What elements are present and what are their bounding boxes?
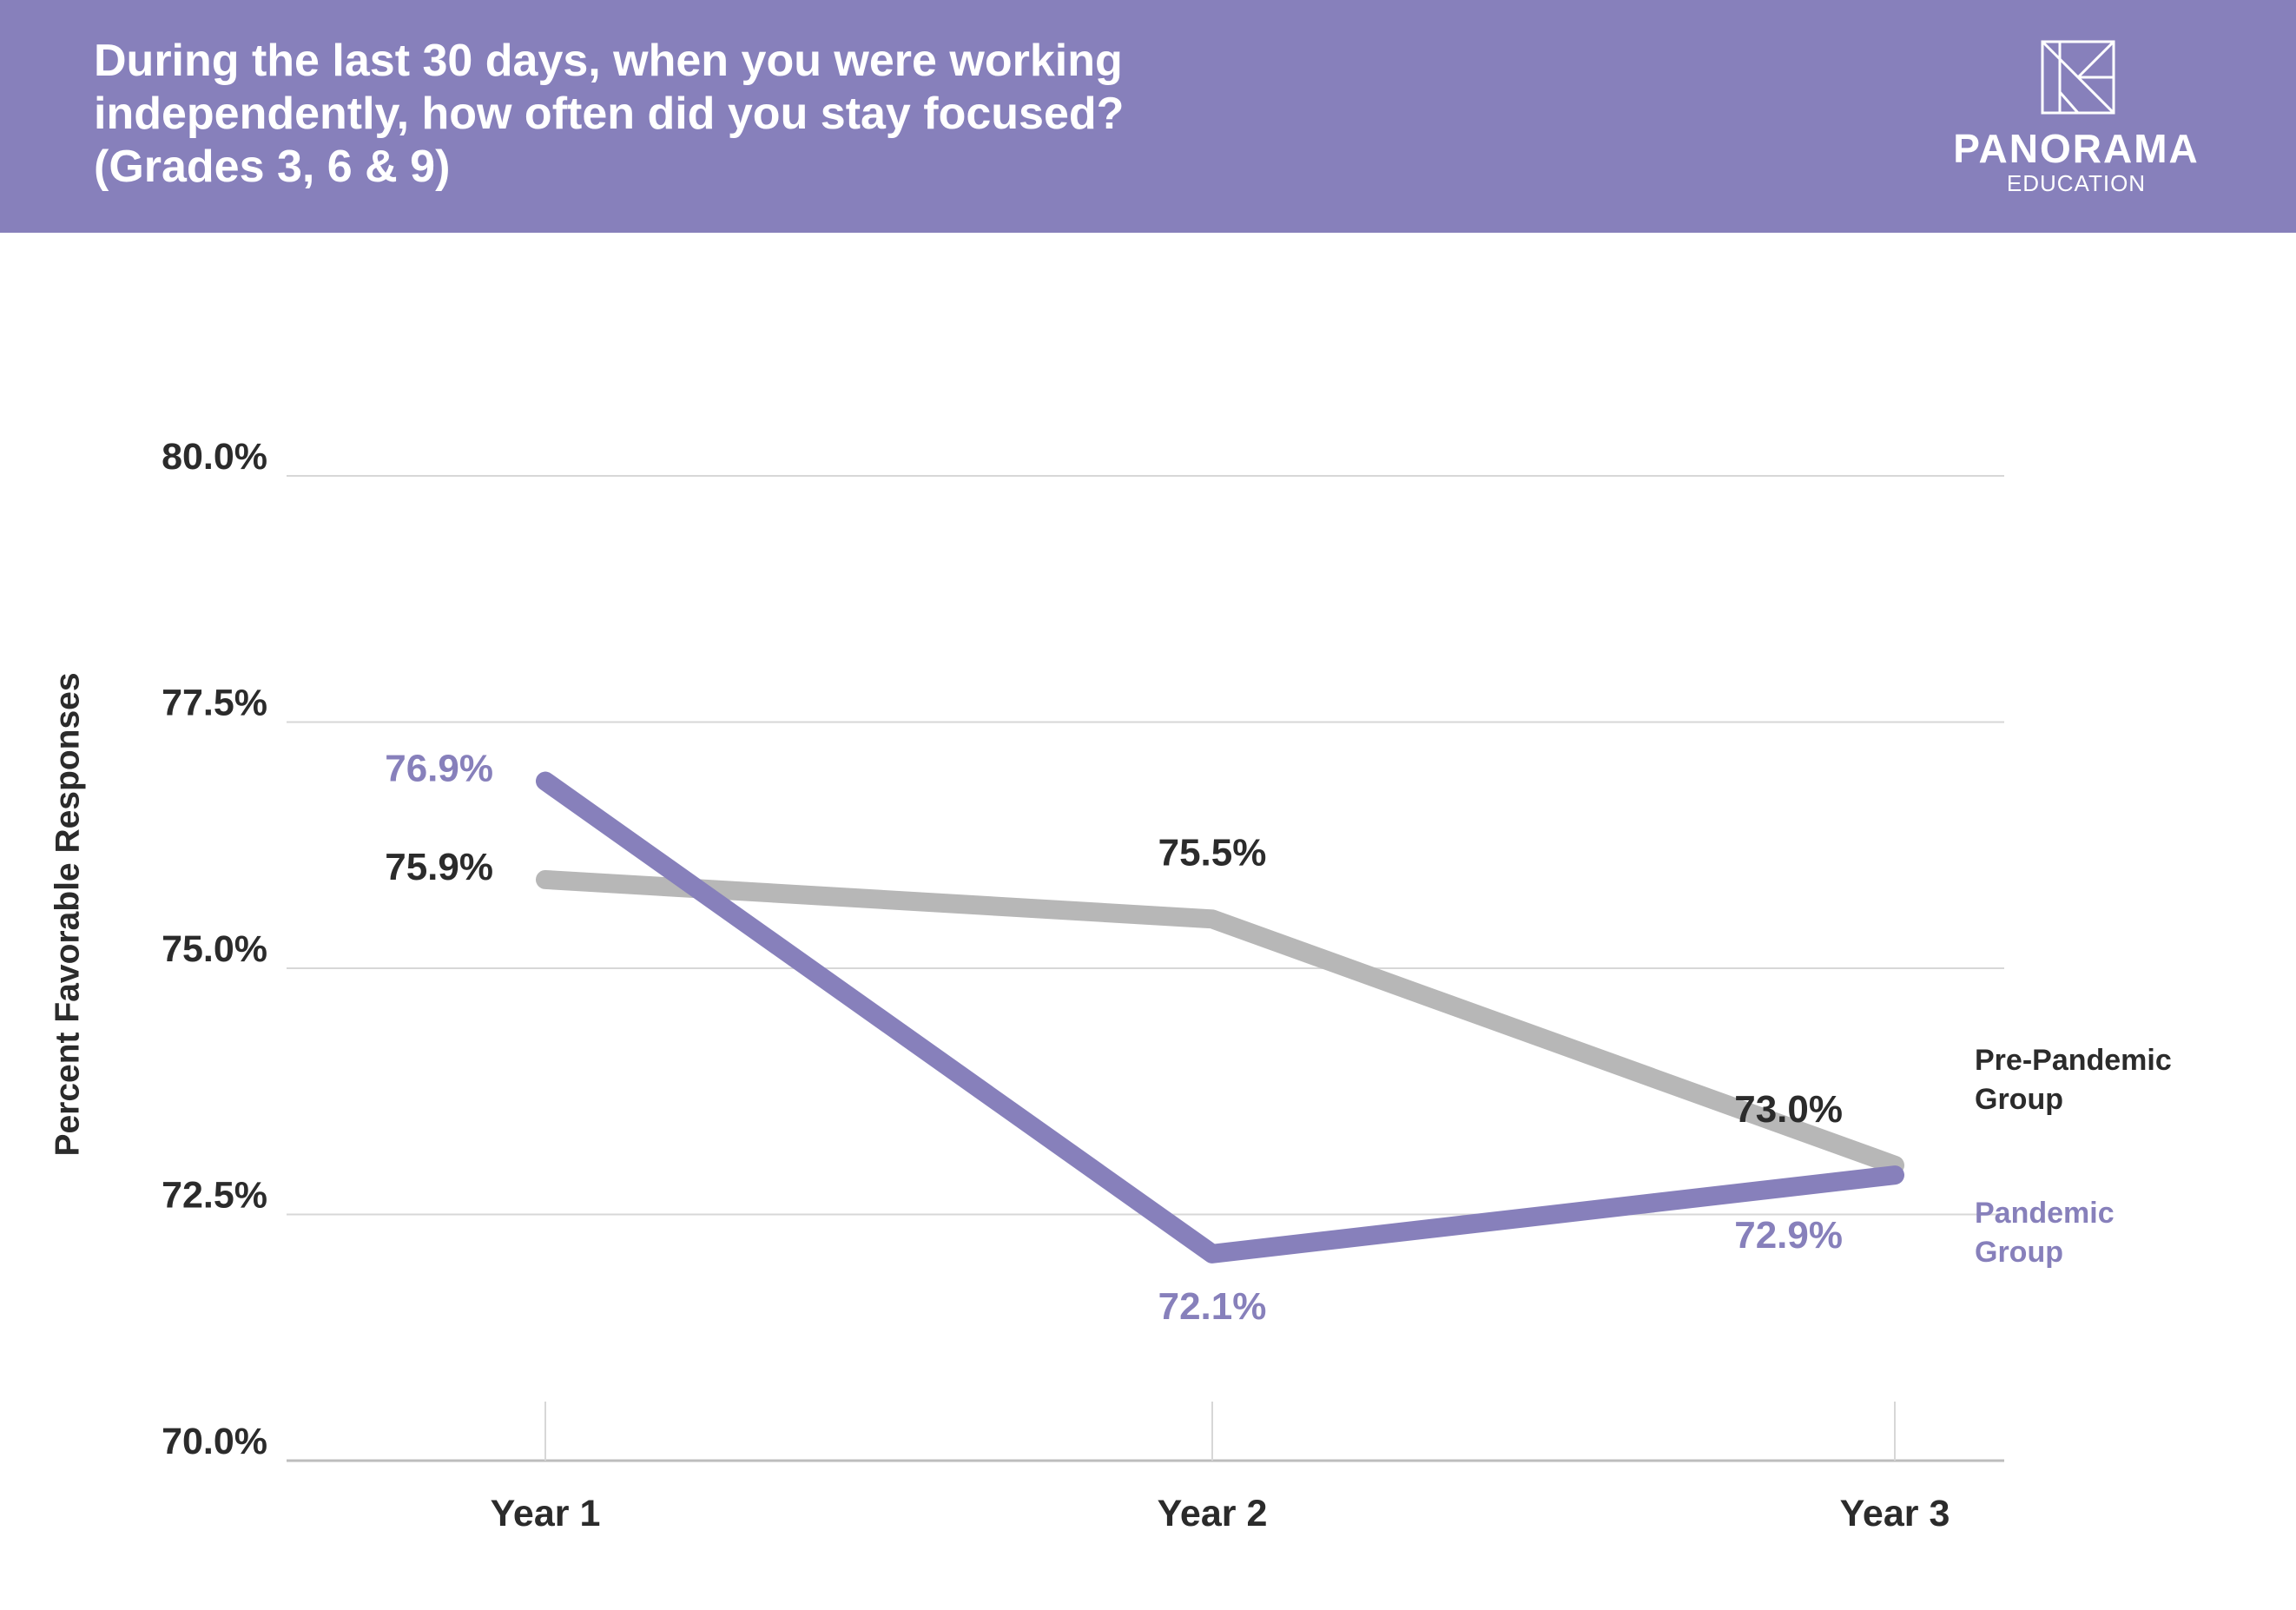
panorama-wordmark: PANORAMA: [1953, 126, 2200, 171]
panorama-logo: PANORAMA EDUCATION: [1942, 40, 2211, 196]
x-tick-label: Year 2: [1158, 1493, 1268, 1534]
y-tick-label: 70.0%: [162, 1421, 267, 1462]
y-tick-label: 77.5%: [162, 683, 267, 724]
data-label: 75.5%: [1158, 831, 1267, 874]
x-tick-label: Year 3: [1840, 1493, 1950, 1534]
series-line-pre-pandemic: [536, 869, 1904, 1175]
y-tick-label: 80.0%: [162, 436, 267, 478]
series-name-pandemic: Group: [1975, 1236, 2063, 1269]
series-name-pandemic: Pandemic: [1975, 1197, 2115, 1230]
panorama-logo-icon: [2041, 40, 2115, 115]
y-tick-label: 75.0%: [162, 928, 267, 970]
y-tick-label: 72.5%: [162, 1175, 267, 1217]
data-label: 73.0%: [1734, 1088, 1843, 1131]
data-label: 75.9%: [385, 846, 493, 888]
line-chart: 80.0%77.5%75.0%72.5%70.0% Year 1 Year 2 Ye…: [49, 436, 2172, 1534]
series-lines: [536, 771, 1904, 1264]
series-name-pre-pandemic: Pre-Pandemic: [1975, 1044, 2172, 1077]
chart-title: During the last 30 days, when you were w…: [94, 35, 1310, 194]
header-banner: During the last 30 days, when you were w…: [0, 0, 2296, 233]
panorama-subtext: EDUCATION: [2006, 170, 2147, 196]
y-tick-labels: 80.0% 77.5% 75.0% 72.5% 70.0%: [162, 436, 267, 1462]
series-name-labels: Pre-Pandemic Group Pandemic Group: [1975, 1044, 2172, 1269]
data-label: 72.9%: [1734, 1214, 1843, 1257]
x-tick-label: Year 1: [491, 1493, 601, 1534]
chart-title-line-3: (Grades 3, 6 & 9): [94, 142, 451, 192]
series-name-pre-pandemic: Group: [1975, 1083, 2063, 1116]
grid-layer: [287, 475, 2004, 1462]
data-labels: 75.9% 75.5% 73.0% 76.9% 72.1% 72.9%: [385, 748, 1843, 1328]
series-line-pandemic: [536, 771, 1904, 1264]
data-label: 72.1%: [1158, 1285, 1267, 1328]
chart-title-line-2: independently, how often did you stay fo…: [94, 89, 1125, 139]
y-axis-label: Percent Favorable Responses: [49, 672, 86, 1156]
chart-title-line-1: During the last 30 days, when you were w…: [94, 36, 1123, 86]
x-tick-labels: Year 1 Year 2 Year 3: [491, 1493, 1950, 1534]
data-label: 76.9%: [385, 748, 493, 790]
